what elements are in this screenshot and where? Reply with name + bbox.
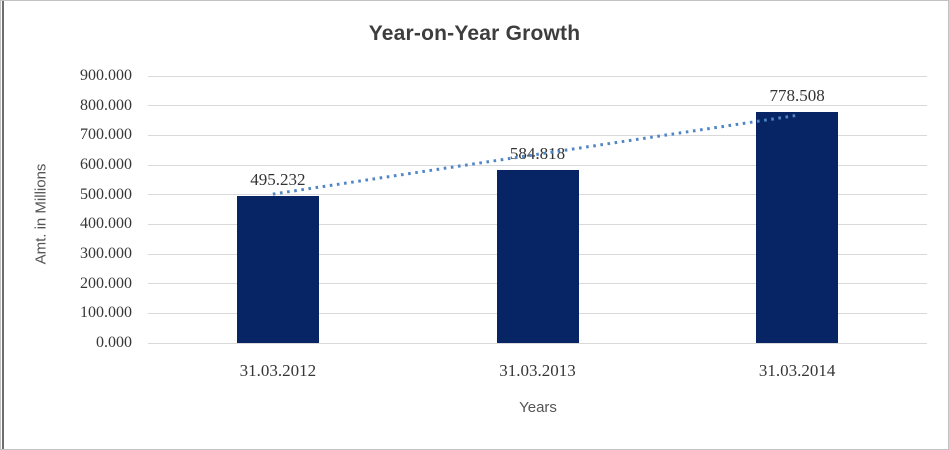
y-tick-label: 200.000 <box>80 274 132 292</box>
gridline <box>148 105 927 107</box>
y-tick-label: 700.000 <box>80 126 132 144</box>
x-tick-label: 31.03.2013 <box>499 361 576 380</box>
gridline <box>148 75 927 77</box>
y-tick-label: 800.000 <box>80 96 132 114</box>
y-tick-label: 300.000 <box>80 245 132 262</box>
y-tick-label: 900.000 <box>80 67 132 84</box>
y-tick-label: 500.000 <box>80 185 132 203</box>
x-tick-label: 31.03.2012 <box>239 361 317 380</box>
x-tick-label: 31.03.2014 <box>758 361 836 380</box>
bar-value-label: 778.508 <box>769 86 825 106</box>
bar <box>496 169 579 343</box>
x-axis-title: Years <box>519 399 557 416</box>
y-tick-label: 600.000 <box>80 156 132 173</box>
chart-title: Year-on-Year Growth <box>368 22 581 45</box>
bar <box>756 112 839 343</box>
bar-value-label: 584.818 <box>509 143 566 163</box>
bar-value-label: 495.232 <box>250 170 306 190</box>
left-border-line <box>2 1 4 449</box>
gridline <box>148 342 927 344</box>
y-tick-label: 400.000 <box>80 215 132 233</box>
y-tick-label: 100.000 <box>80 304 132 322</box>
bar <box>236 196 319 343</box>
y-tick-label: 0.000 <box>96 334 132 351</box>
